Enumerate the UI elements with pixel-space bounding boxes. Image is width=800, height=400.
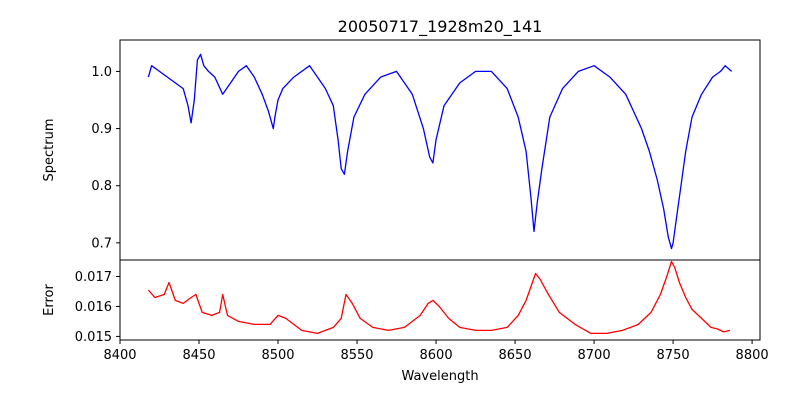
x-tick-label: 8800: [736, 348, 769, 363]
x-tick-label: 8450: [182, 348, 215, 363]
x-tick-label: 8400: [103, 348, 136, 363]
plot-frame: [119, 259, 761, 341]
x-tick-label: 8500: [261, 348, 294, 363]
x-tick-label: 8700: [578, 348, 611, 363]
y-axis-label: Error: [42, 284, 57, 316]
y-tick-label: 0.015: [75, 330, 112, 345]
series-line-0-0: [147, 53, 733, 250]
plot-frame: [119, 39, 761, 261]
y-tick-label: 0.7: [91, 236, 112, 251]
y-axis-label: Spectrum: [42, 119, 57, 182]
error-panel: 0.015 0.016 0.017 Error 8400 8450 8500 8550 8600…: [42, 259, 769, 363]
y-tick-label: 1.0: [91, 65, 112, 80]
series-line-1-0: [147, 260, 731, 335]
spectrum-panel: 0.7 0.8 0.9 1.0 Spectrum: [42, 39, 761, 261]
y-tick-label: 0.017: [75, 270, 112, 285]
x-axis-label: Wavelength: [401, 369, 478, 384]
x-tick-label: 8600: [420, 348, 453, 363]
chart-title: 20050717_1928m20_141: [338, 17, 543, 37]
x-tick-label: 8650: [499, 348, 532, 363]
y-tick-label: 0.9: [91, 122, 112, 137]
x-tick-label: 8550: [340, 348, 373, 363]
y-tick-label: 0.8: [91, 179, 112, 194]
x-tick-label: 8750: [657, 348, 690, 363]
y-tick-label: 0.016: [75, 300, 112, 315]
